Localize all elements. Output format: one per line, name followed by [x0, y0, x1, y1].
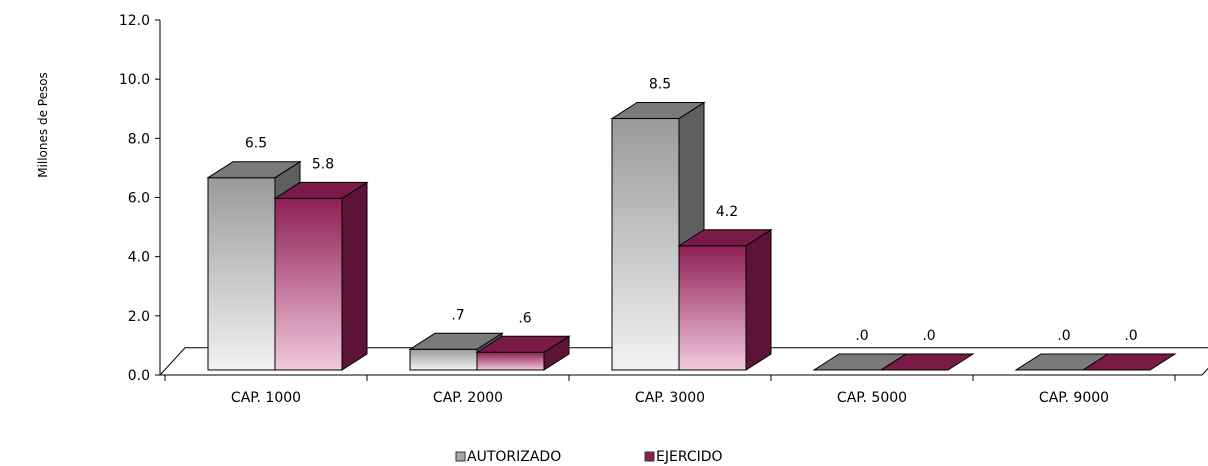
data-label: 6.5	[245, 136, 267, 152]
y-axis-title: Millones de Pesos	[36, 72, 50, 178]
legend-swatch-autorizado	[455, 451, 466, 462]
bar-autorizado-top	[206, 161, 302, 179]
data-label: 5.8	[312, 156, 334, 172]
x-category-label: CAP. 1000	[231, 390, 301, 406]
bar-ejercido-top	[677, 229, 773, 247]
bar-ejercido-top	[1081, 353, 1177, 371]
data-label: 8.5	[649, 77, 671, 93]
x-category-label: CAP. 9000	[1039, 390, 1109, 406]
y-tick-label: 2.0	[128, 309, 150, 325]
bar-ejercido-top	[475, 335, 571, 353]
data-label: .0	[922, 328, 935, 344]
y-tick-label: 12.0	[119, 13, 150, 29]
y-tick-label: 0.0	[128, 368, 150, 384]
y-tick-label: 10.0	[119, 72, 150, 88]
bar-autorizado-front	[611, 118, 680, 371]
data-label: .0	[855, 328, 868, 344]
y-tick-label: 8.0	[128, 131, 150, 147]
bar-ejercido-front	[678, 245, 747, 371]
data-label: .6	[518, 310, 531, 326]
data-label: 4.2	[716, 204, 738, 220]
x-category-label: CAP. 3000	[635, 390, 705, 406]
legend-label-autorizado: AUTORIZADO	[467, 449, 561, 465]
bar-ejercido-side	[745, 228, 772, 371]
bar-ejercido-top	[879, 353, 975, 371]
bar-autorizado-front	[207, 177, 276, 371]
legend: AUTORIZADO EJERCIDO	[455, 449, 723, 465]
bar-autorizado-front	[409, 348, 478, 371]
x-category-label: CAP. 5000	[837, 390, 907, 406]
legend-label-ejercido: EJERCIDO	[656, 449, 723, 465]
bar-ejercido-side	[341, 181, 368, 371]
x-category-label: CAP. 2000	[433, 390, 503, 406]
data-label: .0	[1124, 328, 1137, 344]
y-tick-label: 4.0	[128, 250, 150, 266]
y-tick-label: 6.0	[128, 191, 150, 207]
bar-ejercido-front	[274, 197, 343, 371]
data-label: .7	[451, 307, 464, 323]
data-label: .0	[1057, 328, 1070, 344]
bar-autorizado-top	[610, 102, 706, 120]
bar-ejercido-front	[476, 351, 545, 371]
bar-ejercido-top	[273, 181, 369, 199]
bar-autorizado-top	[408, 332, 504, 350]
legend-swatch-ejercido	[644, 451, 655, 462]
